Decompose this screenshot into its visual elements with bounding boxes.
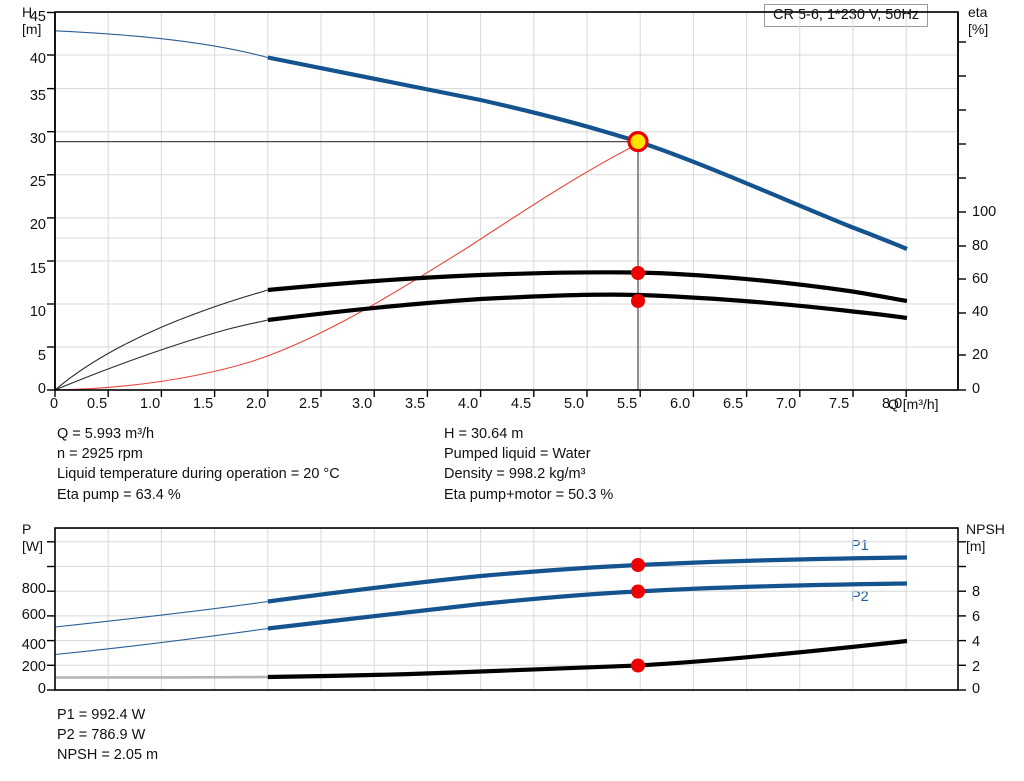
top-y2-tick-80: 80 bbox=[972, 238, 989, 254]
top-x-tick-2: 2.0 bbox=[246, 396, 267, 412]
duty-point-marker[interactable] bbox=[627, 131, 649, 153]
top-x-tick-3p5: 3.5 bbox=[405, 396, 426, 412]
eta-pump-marker bbox=[631, 266, 645, 280]
top-y2-tick-20: 20 bbox=[972, 347, 989, 363]
info-top-left-1: n = 2925 rpm bbox=[57, 446, 143, 462]
top-y-tick-20: 20 bbox=[29, 217, 46, 233]
eta-pump-curve-thin bbox=[54, 289, 268, 391]
npsh-curve bbox=[267, 638, 908, 680]
top-y-tick-40: 40 bbox=[29, 51, 46, 67]
top-x-tick-2p5: 2.5 bbox=[299, 396, 320, 412]
bottom-chart-right-tickmarks bbox=[958, 541, 966, 691]
top-y-tick-5: 5 bbox=[37, 348, 46, 364]
top-y-tick-25: 25 bbox=[29, 174, 46, 190]
bottom-y2-tick-6: 6 bbox=[972, 609, 981, 625]
top-x-tick-5: 5.0 bbox=[564, 396, 585, 412]
bottom-y2-tick-4: 4 bbox=[972, 634, 981, 650]
top-x-tick-4: 4.0 bbox=[458, 396, 479, 412]
info-top-right-0: H = 30.64 m bbox=[444, 426, 524, 442]
bottom-chart-gridlines bbox=[55, 528, 958, 690]
p1-curve-thin bbox=[54, 600, 268, 628]
eta-pump-motor-curve bbox=[267, 292, 908, 323]
top-chart-x-title: Q [m³/h] bbox=[888, 396, 939, 412]
p2-curve-thin bbox=[54, 627, 268, 656]
top-y-tick-0: 0 bbox=[37, 381, 46, 397]
p2-curve bbox=[267, 581, 908, 631]
info-bottom-2: NPSH = 2.05 m bbox=[57, 747, 159, 763]
top-y2-tick-100: 100 bbox=[972, 204, 997, 220]
system-curve bbox=[54, 143, 639, 391]
info-top-right-1: Pumped liquid = Water bbox=[444, 446, 591, 462]
info-bottom-0: P1 = 992.4 W bbox=[57, 707, 146, 723]
p1-curve bbox=[267, 555, 908, 604]
top-x-tick-7: 7.0 bbox=[776, 396, 797, 412]
info-top-right-3: Eta pump+motor = 50.3 % bbox=[444, 487, 614, 503]
info-top-left-0: Q = 5.993 m³/h bbox=[57, 426, 155, 442]
bottom-y2-tick-8: 8 bbox=[972, 584, 981, 600]
top-x-tick-0p5: 0.5 bbox=[87, 396, 108, 412]
top-chart-right-tickmarks bbox=[958, 41, 966, 391]
info-top-right-2: Density = 998.2 kg/m³ bbox=[444, 466, 586, 482]
top-x-tick-1: 1.0 bbox=[140, 396, 161, 412]
top-x-tick-6p5: 6.5 bbox=[723, 396, 744, 412]
top-y-tick-15: 15 bbox=[29, 261, 46, 277]
bottom-chart-frame bbox=[54, 527, 959, 691]
top-chart-y-left-title: H [m] bbox=[22, 4, 42, 37]
top-chart-left-tickmarks bbox=[47, 11, 55, 391]
head-curve-thin bbox=[54, 30, 268, 59]
top-chart-x-tickmarks bbox=[54, 390, 907, 397]
bottom-y2-tick-2: 2 bbox=[972, 659, 981, 675]
top-chart-gridlines bbox=[55, 12, 958, 390]
top-x-tick-1p5: 1.5 bbox=[193, 396, 214, 412]
bottom-chart-y-left-title: P [W] bbox=[22, 521, 43, 554]
top-x-tick-7p5: 7.5 bbox=[829, 396, 850, 412]
top-chart-y-right-title: eta [%] bbox=[968, 4, 989, 37]
info-bottom-1: P2 = 786.9 W bbox=[57, 727, 146, 743]
bottom-y-tick-800: 800 bbox=[21, 581, 46, 597]
eta-pump-motor-curve-thin bbox=[54, 319, 268, 391]
top-y-tick-35: 35 bbox=[29, 88, 46, 104]
npsh-curve-thin bbox=[54, 675, 268, 679]
top-y2-tick-40: 40 bbox=[972, 304, 989, 320]
bottom-y-tick-600: 600 bbox=[21, 607, 46, 623]
top-x-tick-3: 3.0 bbox=[352, 396, 373, 412]
top-x-tick-8: 8.0 bbox=[882, 396, 903, 412]
top-x-tick-6: 6.0 bbox=[670, 396, 691, 412]
top-y2-tick-0: 0 bbox=[972, 381, 981, 397]
bottom-y2-tick-0: 0 bbox=[972, 681, 981, 697]
bottom-chart-y-right-title: NPSH [m] bbox=[966, 521, 1005, 554]
bottom-y-tick-400: 400 bbox=[21, 637, 46, 653]
info-top-left-3: Eta pump = 63.4 % bbox=[57, 487, 181, 503]
top-y-tick-30: 30 bbox=[29, 131, 46, 147]
eta-pump-motor-marker bbox=[631, 294, 645, 308]
info-top-left-2: Liquid temperature during operation = 20… bbox=[57, 466, 340, 482]
pump-model-legend: CR 5-6, 1*230 V, 50Hz bbox=[764, 4, 929, 27]
top-y-tick-10: 10 bbox=[29, 304, 46, 320]
p2-series-label: P2 bbox=[851, 589, 869, 605]
top-y-tick-45: 45 bbox=[29, 9, 46, 25]
bottom-y-tick-0: 0 bbox=[37, 681, 46, 697]
npsh-duty-marker bbox=[631, 658, 645, 673]
bottom-chart-left-tickmarks bbox=[47, 541, 55, 691]
p1-duty-marker bbox=[631, 558, 645, 572]
eta-pump-curve bbox=[267, 270, 908, 304]
p2-duty-marker bbox=[631, 584, 645, 599]
top-x-tick-0: 0 bbox=[50, 396, 59, 412]
top-x-tick-5p5: 5.5 bbox=[617, 396, 638, 412]
top-y2-tick-60: 60 bbox=[972, 271, 989, 287]
bottom-y-tick-200: 200 bbox=[21, 659, 46, 675]
top-x-tick-4p5: 4.5 bbox=[511, 396, 532, 412]
